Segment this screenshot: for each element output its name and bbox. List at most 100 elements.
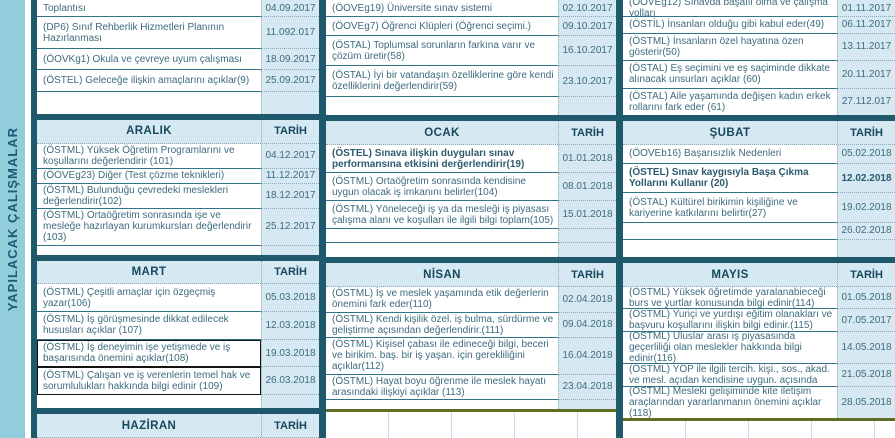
tarih-label[interactable]: TARİH xyxy=(837,263,895,286)
activity-date-cell[interactable]: 12.03.2018 xyxy=(261,312,319,340)
activity-text-cell[interactable] xyxy=(37,245,261,255)
activity-text-cell[interactable]: (ÖSTML) Çeşitli amaçlar için özgeçmiş ya… xyxy=(37,284,261,313)
activity-text-cell[interactable]: (ÖSTML) İnsanların özel hayatına özen gö… xyxy=(623,33,837,61)
activity-text-cell[interactable]: (ÖSTML) İş ve meslek yaşamında etik değe… xyxy=(326,287,558,313)
activity-text-cell[interactable]: (ÖSTML) Ortaöğretim sonrasında işe ve me… xyxy=(37,209,261,246)
activity-date-cell[interactable] xyxy=(261,91,319,114)
activity-text-cell[interactable]: (ÖSTML) YÖP ile ilgili tercih. kişi., so… xyxy=(623,364,837,387)
activity-text-cell[interactable]: (ÖSTML) Yüksek öğretimde yaralanabieceği… xyxy=(623,287,837,310)
activity-date-cell[interactable]: 05.02.2018 xyxy=(837,145,895,164)
activity-text-cell[interactable]: (ÖSTEL) Sınava ilişkin duyguları sınav p… xyxy=(326,145,558,173)
tarih-label[interactable]: TARİH xyxy=(837,121,895,144)
activity-text-cell[interactable]: (ÖSTML) İş deneyimin işe yetişmede ve iş… xyxy=(37,339,261,368)
activity-text-cell[interactable]: (ÖSTAL) Toplumsal sorunların farkına var… xyxy=(326,36,558,67)
month-label[interactable]: NİSAN xyxy=(423,268,461,281)
activity-text-cell[interactable] xyxy=(326,229,558,243)
activity-date-cell[interactable] xyxy=(558,96,616,115)
activity-text-cell[interactable]: (ÖSTML) Yöneleceği iş ya da mesleği iş p… xyxy=(326,201,558,229)
activity-date-cell[interactable]: 19.03.2018 xyxy=(261,339,319,368)
activity-text-cell[interactable]: (ÖSTML) İş görüşmesinde dikkat edilecek … xyxy=(37,312,261,340)
month-label[interactable]: MAYIS xyxy=(711,268,749,281)
activity-date-cell[interactable] xyxy=(261,394,319,409)
activity-text-cell[interactable]: (ÖSTML) Bulunduğu çevredeki meslekleri d… xyxy=(37,183,261,210)
month-label[interactable]: HAZİRAN xyxy=(121,419,177,432)
activity-text-cell[interactable]: (ÖOVKg1) Okula ve çevreye uyum çalışması xyxy=(37,49,261,71)
activity-text-cell[interactable] xyxy=(326,400,558,409)
tarih-label[interactable]: TARİH xyxy=(261,414,319,437)
activity-text-cell[interactable]: (ÖOVEg7) Öğrenci Klüpleri (Öğrenci seçim… xyxy=(326,17,558,37)
activity-text-cell[interactable]: (ÖSTAL) Kültürel birikimin kişiliğine ve… xyxy=(623,193,837,224)
activity-text-cell[interactable]: (ÖSTML) Hayat boyu öğrenme ile meslek ha… xyxy=(326,374,558,400)
activity-date-cell[interactable]: 13.11.2017 xyxy=(837,33,895,61)
activity-date-cell[interactable]: 15.01.2018 xyxy=(558,201,616,229)
activity-date-cell[interactable] xyxy=(558,229,616,243)
activity-text-cell[interactable]: (ÖSTİL) İnsanları olduğu gibi kabul eder… xyxy=(623,17,837,34)
month-label[interactable]: OCAK xyxy=(424,126,460,139)
activity-text-cell[interactable]: (ÖOVEg12) Sınavda başaılı olma ve çalışm… xyxy=(623,0,837,17)
activity-date-cell[interactable]: 11.12.2017 xyxy=(261,169,319,184)
activity-date-cell[interactable]: 18.12.2017 xyxy=(261,183,319,210)
activity-text-cell[interactable]: (ÖSTML) Kendi kişilik özel. iş bulma, sü… xyxy=(326,312,558,338)
activity-date-cell[interactable] xyxy=(261,245,319,255)
activity-date-cell[interactable]: 11.092.017 xyxy=(261,17,319,50)
activity-date-cell[interactable]: 14.05.2018 xyxy=(837,331,895,365)
tarih-label[interactable]: TARİH xyxy=(261,260,319,284)
activity-text-cell[interactable]: (ÖSTML) Ortaöğretim sonrasında kendisine… xyxy=(326,173,558,201)
month-label[interactable]: MART xyxy=(131,266,167,279)
activity-date-cell[interactable]: 06.11.2017 xyxy=(837,17,895,34)
activity-text-cell[interactable]: (ÖOVEb16) Başarısızlık Nedenleri xyxy=(623,145,837,164)
activity-date-cell[interactable]: 01.11.2017 xyxy=(837,0,895,17)
activity-text-cell[interactable]: (ÖOVEg19) Üniversite sınav sistemi xyxy=(326,0,558,17)
activity-text-cell[interactable]: (ÖSTAL) İyi bir vatandaşın özelliklerine… xyxy=(326,66,558,97)
activity-date-cell[interactable]: 16.04.2018 xyxy=(558,338,616,375)
activity-date-cell[interactable]: 01.05.2018 xyxy=(837,287,895,310)
month-label[interactable]: ARALIK xyxy=(126,125,172,138)
activity-date-cell[interactable]: 27.112.017 xyxy=(837,88,895,115)
activity-date-cell[interactable]: 02.04.2018 xyxy=(558,287,616,313)
activity-text-cell[interactable] xyxy=(326,243,558,257)
activity-text-cell[interactable]: (ÖSTML) Yuriçi ve yurdışı eğitim olanakl… xyxy=(623,309,837,332)
activity-date-cell[interactable]: 28.05.2018 xyxy=(837,386,895,418)
activity-date-cell[interactable]: 04.12.2017 xyxy=(261,143,319,170)
activity-date-cell[interactable] xyxy=(558,243,616,257)
activity-text-cell[interactable]: (DP6) Sınıf Rehberlik Hizmetleri Planını… xyxy=(37,17,261,50)
activity-text-cell[interactable] xyxy=(623,239,837,257)
activity-date-cell[interactable]: 23.04.2018 xyxy=(558,374,616,400)
activity-text-cell[interactable]: (ÖSTML) Uluslar arası iş piyasasında geç… xyxy=(623,331,837,365)
activity-date-cell[interactable]: 16.10.2017 xyxy=(558,36,616,67)
activity-text-cell[interactable] xyxy=(623,223,837,240)
activity-date-cell[interactable]: 18.09.2017 xyxy=(261,49,319,71)
activity-date-cell[interactable]: 12.02.2018 xyxy=(837,163,895,194)
activity-text-cell[interactable]: (ÖSTML) Mesleki gelişiminde kite iletişi… xyxy=(623,386,837,418)
activity-text-cell[interactable] xyxy=(37,91,261,114)
activity-text-cell[interactable]: (ÖSTML) Yüksek Öğretim Programlarını ve … xyxy=(37,143,261,170)
activity-date-cell[interactable]: 07.05.2017 xyxy=(837,309,895,332)
activity-date-cell[interactable]: 25.12.2017 xyxy=(261,209,319,246)
activity-text-cell[interactable]: (ÖOVEg23) Diğer (Test çözme teknikleri) xyxy=(37,169,261,184)
activity-text-cell[interactable] xyxy=(37,394,261,409)
activity-date-cell[interactable]: 09.04.2018 xyxy=(558,312,616,338)
activity-date-cell[interactable]: 09.10.2017 xyxy=(558,17,616,37)
activity-date-cell[interactable]: 08.01.2018 xyxy=(558,173,616,201)
activity-text-cell[interactable] xyxy=(326,96,558,115)
activity-date-cell[interactable]: 21.05.2018 xyxy=(837,364,895,387)
activity-date-cell[interactable] xyxy=(837,239,895,257)
month-label[interactable]: ŞUBAT xyxy=(709,126,751,139)
activity-text-cell[interactable]: Toplantısı xyxy=(37,0,261,17)
tarih-label[interactable]: TARİH xyxy=(558,263,616,286)
activity-date-cell[interactable]: 25.09.2017 xyxy=(261,70,319,92)
activity-date-cell[interactable]: 05.03.2018 xyxy=(261,284,319,313)
activity-date-cell[interactable]: 04.09.2017 xyxy=(261,0,319,17)
activity-date-cell[interactable]: 01.01.2018 xyxy=(558,145,616,173)
activity-text-cell[interactable]: (ÖSTEL) Geleceğe ilişkin amaçlarını açık… xyxy=(37,70,261,92)
activity-date-cell[interactable]: 19.02.2018 xyxy=(837,193,895,224)
activity-text-cell[interactable]: (ÖSTML) Çalışan ve iş verenlerin temel h… xyxy=(37,367,261,395)
activity-text-cell[interactable]: (ÖSTML) Kişisel çabası ile edineceği bil… xyxy=(326,338,558,375)
activity-date-cell[interactable]: 20.11.2017 xyxy=(837,61,895,89)
activity-text-cell[interactable]: (ÖSTEL) Sınav kaygısıyla Başa Çıkma Yoll… xyxy=(623,163,837,194)
activity-date-cell[interactable]: 26.03.2018 xyxy=(261,367,319,395)
tarih-label[interactable]: TARİH xyxy=(558,121,616,144)
activity-text-cell[interactable]: (ÖSTAL) Aile yaşamında değişen kadın erk… xyxy=(623,88,837,115)
activity-date-cell[interactable]: 26.02.2018 xyxy=(837,223,895,240)
activity-date-cell[interactable] xyxy=(558,400,616,409)
